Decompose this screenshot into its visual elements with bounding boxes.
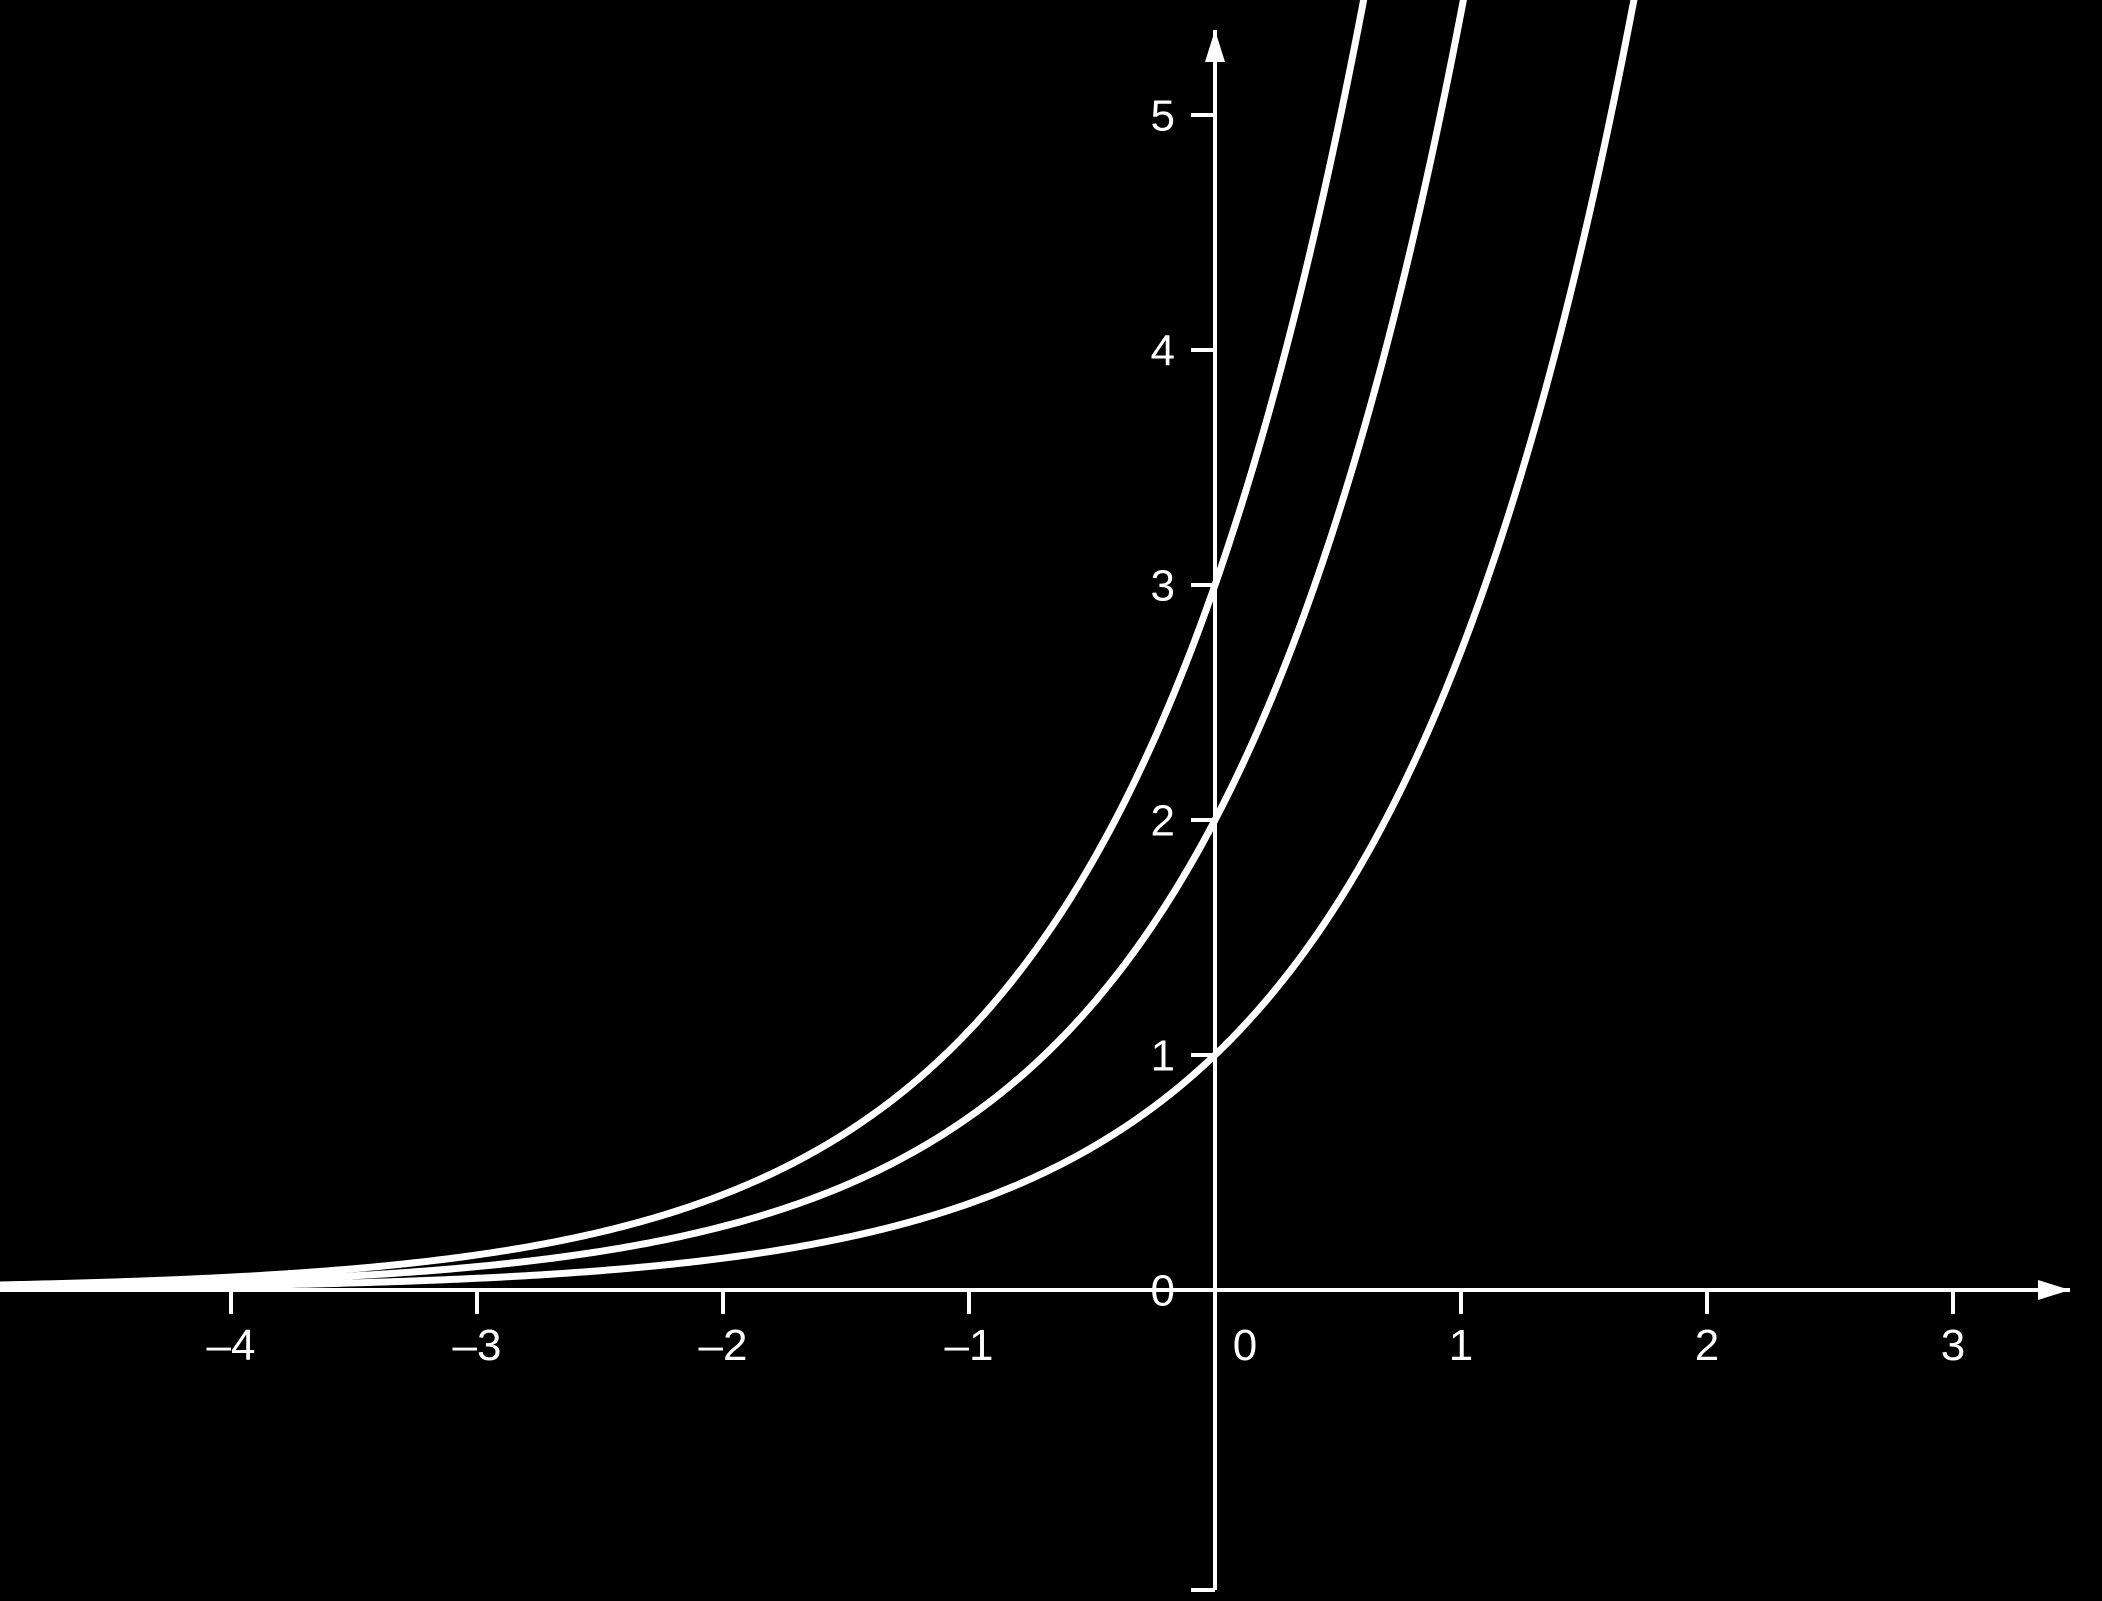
y-axis-arrow [1205,30,1225,62]
x-tick-label: 0 [1233,1321,1257,1370]
x-tick-label: –4 [207,1321,256,1370]
x-ticks: –4 –3 –2 –1 0 1 2 3 [207,1290,1966,1370]
x-tick-label: –3 [453,1321,502,1370]
x-tick-label: –2 [699,1321,748,1370]
chart-container: –4 –3 –2 –1 0 1 2 3 0 1 2 3 4 5 [0,0,2102,1601]
x-tick-label: 1 [1449,1321,1473,1370]
y-tick-label: 0 [1151,1266,1175,1315]
x-tick-label: 3 [1941,1321,1965,1370]
curve-b [0,0,1475,1287]
y-tick-label: 5 [1151,91,1175,140]
x-tick-label: 2 [1695,1321,1719,1370]
exponential-chart: –4 –3 –2 –1 0 1 2 3 0 1 2 3 4 5 [0,0,2102,1601]
y-tick-label: 4 [1151,326,1175,375]
y-tick-label: 2 [1151,796,1175,845]
x-tick-label: –1 [945,1321,994,1370]
curve-a [0,0,1648,1288]
curves [0,0,1648,1288]
x-axis-arrow [2038,1280,2070,1300]
y-tick-label: 1 [1151,1031,1175,1080]
axes [0,30,2070,1590]
y-tick-label: 3 [1151,561,1175,610]
